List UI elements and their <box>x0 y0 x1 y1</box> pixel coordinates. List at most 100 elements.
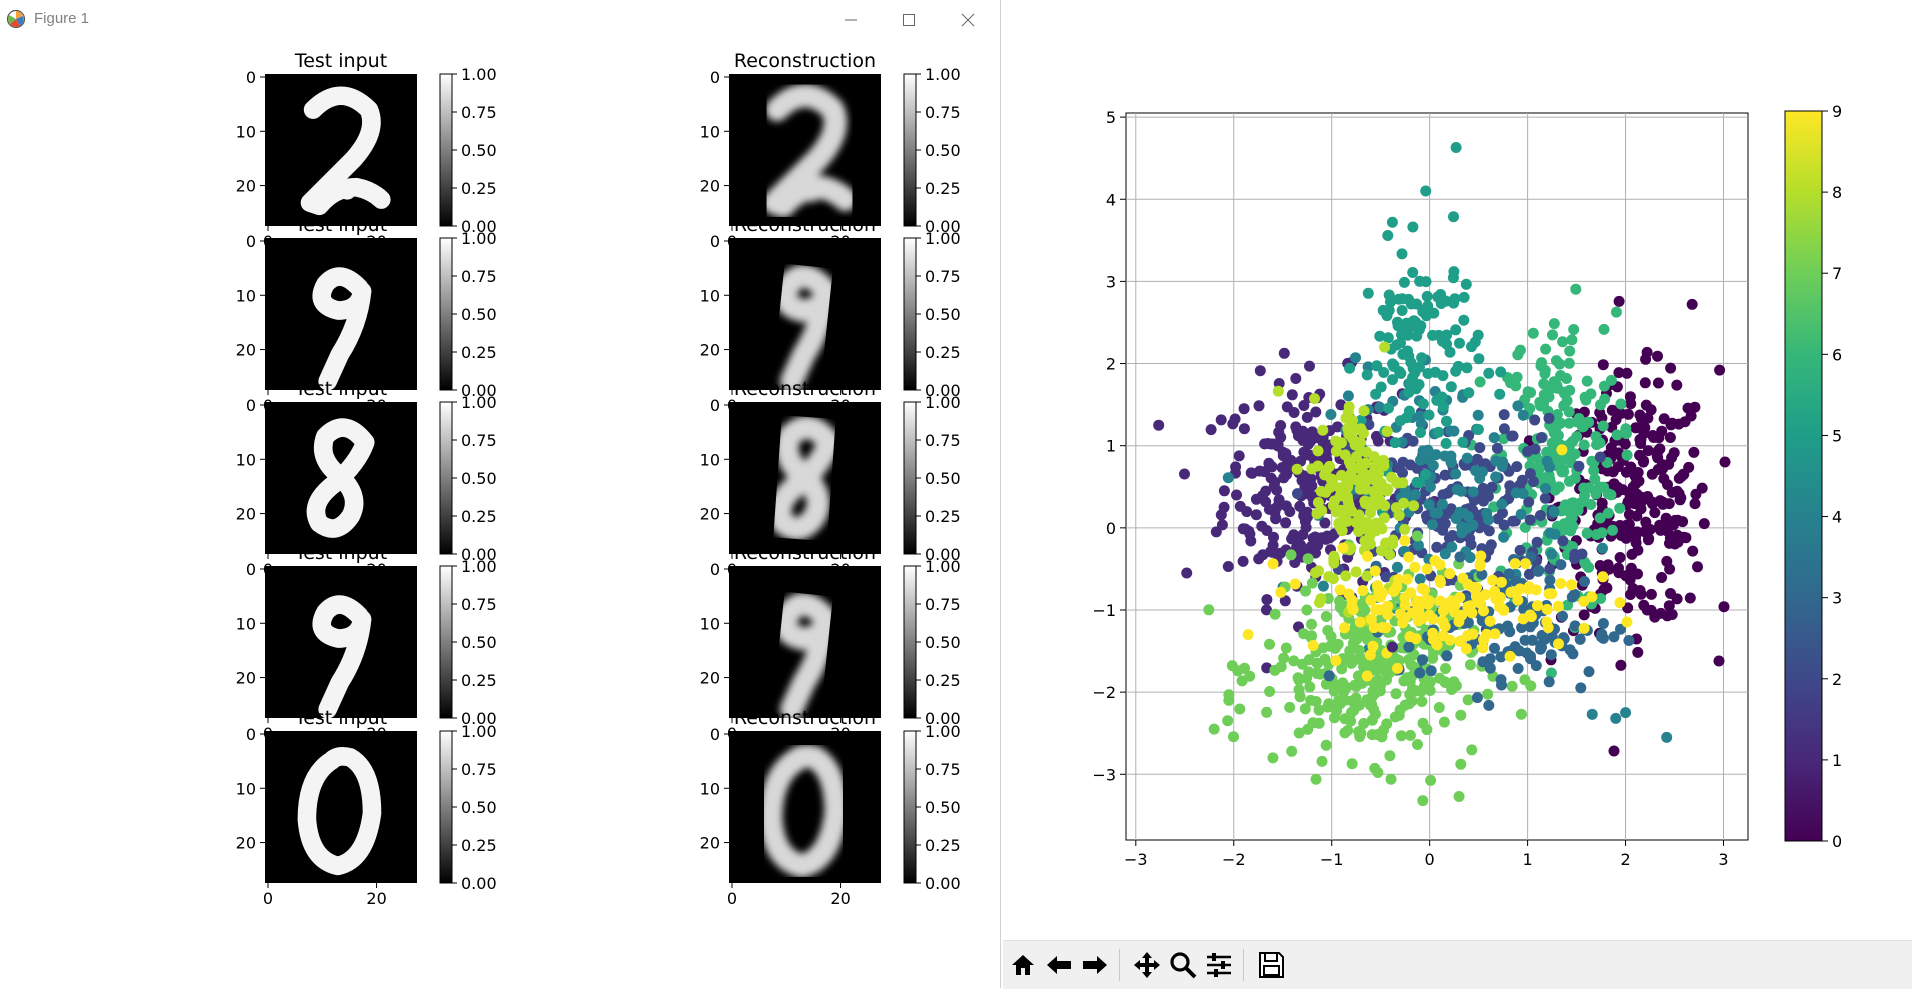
scatter-point <box>1320 533 1332 545</box>
image-ytick-label: 20 <box>700 341 720 360</box>
scatter-point <box>1304 360 1315 372</box>
scatter-point <box>1466 744 1478 756</box>
scatter-point <box>1541 446 1553 458</box>
scatter-point <box>1336 663 1348 675</box>
colorbar-tick-label: 1.00 <box>925 557 961 576</box>
scatter-point <box>1541 603 1553 615</box>
latent-scatter-plot[interactable]: −3 −2 −1 0 1 2 3 −3 −2 −1 0 1 2 3 4 5 0 1 2 3 4 5 6 7 8 9 <box>1003 0 1912 940</box>
image-ytick-label: 20 <box>236 177 256 196</box>
colorbar-tick-label: 0.00 <box>461 217 497 236</box>
scatter-point <box>1623 635 1635 646</box>
scatter-point <box>1514 344 1526 356</box>
image-ytick-label: 10 <box>236 614 256 633</box>
scatter-point <box>1349 438 1361 450</box>
scatter-point <box>1646 468 1658 480</box>
scatter-point <box>1484 615 1496 627</box>
colorbar-tick-label: 0.00 <box>461 709 497 728</box>
scatter-point <box>1261 706 1273 718</box>
colorbar-tick-label: 1.00 <box>925 229 961 248</box>
scatter-point <box>1632 646 1644 658</box>
scatter-point <box>1423 409 1435 421</box>
scatter-point <box>1284 506 1296 518</box>
pan-button[interactable] <box>1129 947 1165 983</box>
scatter-point <box>1555 370 1567 381</box>
scatter-point <box>1510 487 1522 499</box>
figure-canvas-left[interactable]: Test input010200201.000.750.500.250.00Re… <box>0 40 1000 988</box>
scatter-point <box>1306 618 1317 630</box>
scatter-point <box>1490 471 1502 483</box>
scatter-point <box>1401 573 1413 585</box>
scatter-point <box>1441 415 1452 427</box>
scatter-point <box>1597 632 1609 644</box>
window-titlebar[interactable]: Figure 1 <box>0 0 1000 40</box>
scatter-point <box>1454 506 1466 518</box>
scatter-point <box>1319 469 1331 481</box>
subplot-test-input-5: Test input 0 10 20 0 20 1.00 0.75 0.50 0.25 0.00 <box>236 707 497 908</box>
scatter-point <box>1532 600 1543 612</box>
scatter-point <box>1341 476 1353 488</box>
scatter-point <box>1354 616 1366 628</box>
subplots-button[interactable] <box>1201 947 1237 983</box>
scatter-point <box>1453 790 1465 802</box>
scatter-point <box>1440 663 1451 674</box>
scatter-point <box>1422 598 1434 610</box>
scatter-point <box>1450 142 1462 154</box>
scatter-point <box>1368 622 1380 634</box>
scatter-point <box>1578 439 1590 451</box>
scatter-point <box>1454 337 1465 349</box>
scatter-point <box>1473 353 1485 365</box>
scatter-point <box>1444 346 1456 358</box>
scatter-point <box>1550 423 1562 435</box>
scatter-point <box>1591 439 1603 451</box>
colorbar-tick-label: 0.00 <box>925 709 961 728</box>
scatter-point <box>1634 585 1646 596</box>
colorbar-tick-label: 0.50 <box>461 469 497 488</box>
image-xtick-label: 20 <box>366 889 386 908</box>
back-button[interactable] <box>1041 947 1077 983</box>
scatter-point <box>1529 414 1541 426</box>
scatter-point <box>1597 571 1609 583</box>
scatter-point <box>1417 445 1429 457</box>
scatter-point <box>1454 635 1466 647</box>
scatter-point <box>1515 708 1527 720</box>
scatter-point <box>1409 367 1421 379</box>
scatter-point <box>1621 449 1633 461</box>
colorbar-tick-label: 0.75 <box>925 760 961 779</box>
scatter-point <box>1496 498 1508 510</box>
colorbar-tick-label: 0.50 <box>925 141 961 160</box>
scatter-point <box>1402 345 1413 357</box>
scatter-point <box>1564 438 1576 450</box>
maximize-button[interactable] <box>881 4 937 36</box>
forward-button[interactable] <box>1077 947 1113 983</box>
scatter-point <box>1664 563 1676 575</box>
scatter-point <box>1662 525 1674 537</box>
close-button[interactable] <box>940 4 996 36</box>
scatter-point <box>1624 391 1636 403</box>
scatter-point <box>1361 570 1373 582</box>
x-tick-label: 0 <box>1425 850 1435 869</box>
scatter-point <box>1585 499 1597 510</box>
scatter-point <box>1445 503 1457 515</box>
scatter-point <box>1397 467 1408 479</box>
scatter-point <box>1250 509 1262 521</box>
save-button[interactable] <box>1253 947 1289 983</box>
scatter-point <box>1203 604 1215 616</box>
scatter-point <box>1440 438 1452 449</box>
scatter-point <box>1588 465 1600 477</box>
scatter-point <box>1652 350 1663 362</box>
scatter-point <box>1512 400 1524 412</box>
minimize-button[interactable] <box>823 4 879 36</box>
scatter-point <box>1421 563 1433 575</box>
colorbar-tick-label: 1.00 <box>461 65 497 84</box>
scatter-point <box>1446 684 1458 695</box>
image-ytick-label: 10 <box>700 450 720 469</box>
scatter-point <box>1658 413 1670 425</box>
home-button[interactable] <box>1005 947 1041 983</box>
scatter-point <box>1523 568 1535 580</box>
scatter-point <box>1371 360 1383 372</box>
colorbar-tick-label: 0.25 <box>461 507 497 526</box>
scatter-point <box>1537 395 1549 407</box>
scatter-point <box>1272 440 1284 452</box>
zoom-button[interactable] <box>1165 947 1201 983</box>
scatter-point <box>1575 682 1587 694</box>
